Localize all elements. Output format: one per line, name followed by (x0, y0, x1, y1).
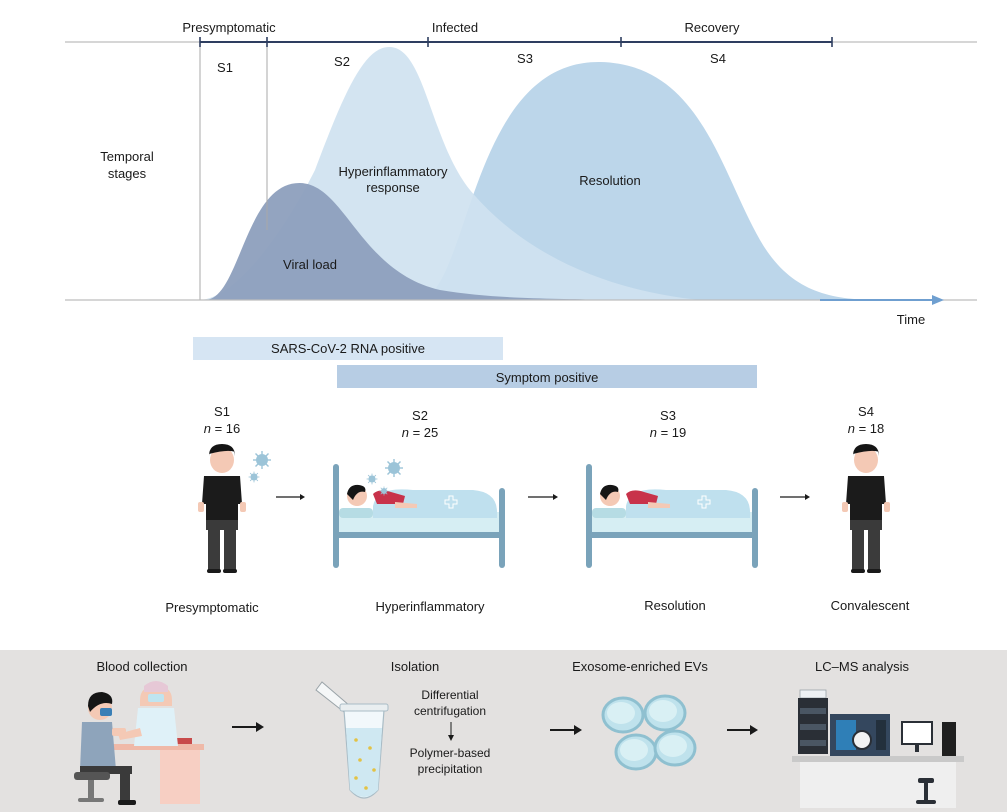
timeline-stage-s3: S3 (517, 51, 533, 66)
isolation-step1-line1: Differential (421, 688, 478, 702)
step-lcms-analysis: LC–MS analysis (815, 659, 909, 674)
hospital-bed-icon (332, 463, 506, 569)
phase-infected: Infected (432, 20, 478, 35)
stage-s2-title: S2 (412, 408, 428, 423)
isolation-step2-line1: Polymer-based (410, 746, 491, 760)
stage-s1-title: S1 (214, 404, 230, 419)
virus-small-icon (379, 486, 389, 496)
stage-s2-n: n = 25 (402, 425, 439, 440)
arrow-s2-s3 (528, 494, 558, 500)
isolation-down-arrow (448, 722, 454, 741)
stage-group-s4: S4 n = 18 Convalescent (831, 404, 910, 613)
resolution-label: Resolution (579, 173, 640, 188)
timeline-stage-s1: S1 (217, 60, 233, 75)
workflow-arrow-2 (550, 725, 582, 735)
rna-positive-label: SARS-CoV-2 RNA positive (271, 341, 425, 356)
stage-s2-caption: Hyperinflammatory (375, 599, 485, 614)
virus-small-icon (248, 471, 260, 483)
step-isolation: Isolation (391, 659, 439, 674)
timeline-stage-s2: S2 (334, 54, 350, 69)
rna-positive-bar (193, 337, 503, 360)
symptom-positive-bar (337, 365, 757, 388)
stage-s4-n: n = 18 (848, 421, 885, 436)
virus-icon (384, 458, 404, 478)
step-exosome-evs: Exosome-enriched EVs (572, 659, 708, 674)
convalescent-person-icon (842, 444, 890, 573)
isolation-step1-line2: centrifugation (414, 704, 486, 718)
stage-group-s1: S1 n = 16 Presymptomatic (165, 404, 272, 615)
presymptomatic-person-icon (198, 444, 246, 573)
symptom-positive-label: Symptom positive (496, 370, 599, 385)
temporal-label-line2: stages (108, 166, 147, 181)
stage-group-s3: S3 n = 19 Resolution (585, 408, 759, 613)
stage-group-s2: S2 n = 25 Hyperinflammatory (332, 408, 506, 614)
stage-s1-n: n = 16 (204, 421, 241, 436)
viral-load-label: Viral load (283, 257, 337, 272)
workflow-arrow-3 (727, 725, 758, 735)
timeline-stage-s4: S4 (710, 51, 726, 66)
hyper-label-line1: Hyperinflammatory (338, 164, 448, 179)
timeline-ticks (199, 37, 833, 47)
virus-icon (252, 450, 272, 470)
phase-recovery: Recovery (685, 20, 740, 35)
viral-load-curve (205, 182, 600, 300)
hyper-label-line2: response (366, 180, 419, 195)
isolation-step2-line2: precipitation (418, 762, 483, 776)
stage-s4-title: S4 (858, 404, 874, 419)
hospital-bed-icon (585, 463, 759, 569)
lcms-instrument-icon (792, 689, 964, 808)
temporal-label-line1: Temporal (100, 149, 154, 164)
resolution-curve (420, 61, 880, 300)
time-label: Time (897, 312, 925, 327)
time-arrow-icon (932, 295, 944, 305)
workflow-arrow-1 (232, 722, 264, 732)
virus-small-icon (366, 473, 378, 485)
centrifuge-tube-icon (315, 681, 389, 799)
step-blood-collection: Blood collection (96, 659, 187, 674)
stage-s3-caption: Resolution (644, 598, 705, 613)
timeline-panel: Presymptomatic Infected Recovery S1 S2 S… (65, 20, 977, 327)
phase-presymptomatic: Presymptomatic (182, 20, 276, 35)
arrow-s3-s4 (780, 494, 810, 500)
arrow-s1-s2 (276, 494, 305, 500)
stage-s3-title: S3 (660, 408, 676, 423)
stage-s4-caption: Convalescent (831, 598, 910, 613)
stage-s3-n: n = 19 (650, 425, 687, 440)
stage-s1-caption: Presymptomatic (165, 600, 259, 615)
blood-collection-illustration (74, 681, 204, 805)
